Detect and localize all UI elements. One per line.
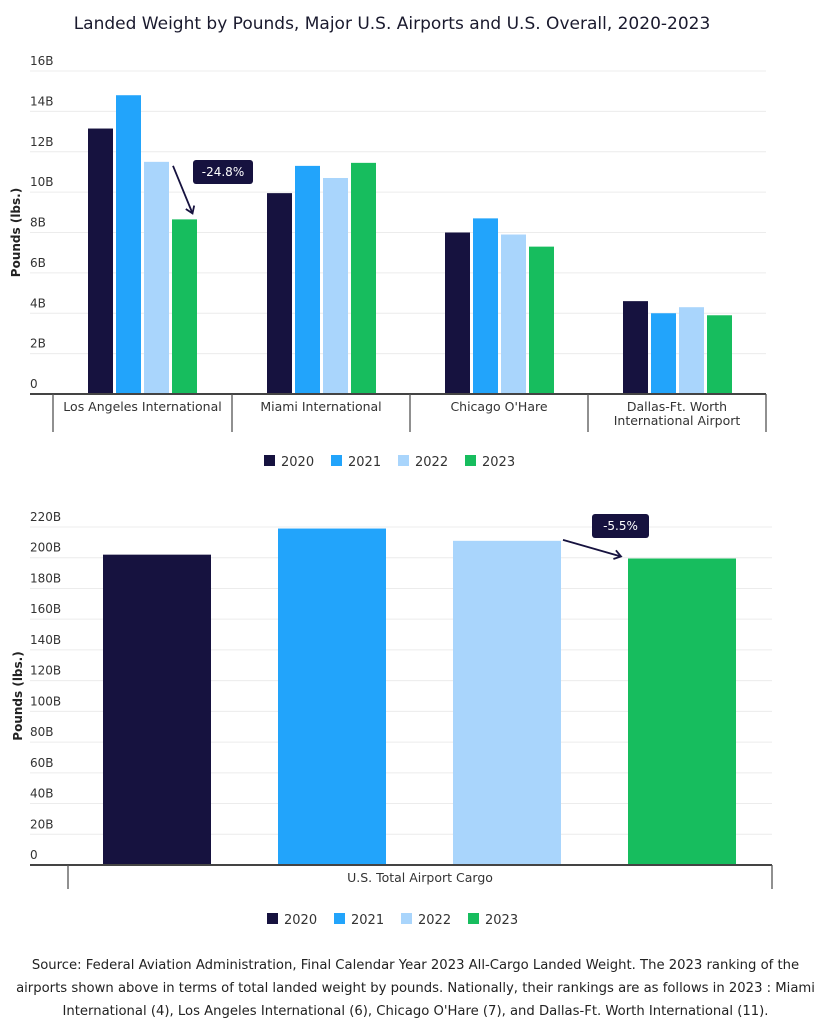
bar-2021 <box>295 165 320 394</box>
category-label: International Airport <box>614 413 741 428</box>
us-total-chart: 0 20B 40B 60B 80B 100B 120B 140B 160B 180B 200B 220… <box>11 510 773 928</box>
change-annotation: -24.8% <box>172 160 253 215</box>
legend-label-2022: 2022 <box>418 913 451 928</box>
bar-2021 <box>116 95 141 394</box>
source-line-2: airports shown above in terms of total l… <box>16 981 815 996</box>
y-tick-label: 8B <box>30 216 46 230</box>
category-label: Dallas-Ft. Worth <box>627 399 727 414</box>
legend-swatch-2021 <box>331 455 342 466</box>
arrow-icon <box>562 538 622 558</box>
chart-title: Landed Weight by Pounds, Major U.S. Airp… <box>74 14 711 34</box>
y-tick-label: 80B <box>30 725 54 739</box>
y-tick-label: 0 <box>30 377 38 391</box>
bar-2022 <box>144 161 169 394</box>
bar-2023 <box>172 219 197 394</box>
y-tick-label: 0 <box>30 848 38 862</box>
source-line-3: International (4), Los Angeles Internati… <box>62 1004 769 1019</box>
annotation-label: -24.8% <box>202 165 244 179</box>
y-tick-label: 4B <box>30 296 46 310</box>
legend-swatch-2021 <box>334 913 345 924</box>
arrow-icon <box>172 165 194 214</box>
legend: 2020 2021 2022 2023 <box>267 913 518 928</box>
legend-label-2021: 2021 <box>351 913 384 928</box>
bar-2021 <box>278 528 386 865</box>
y-tick-label: 200B <box>30 541 61 555</box>
legend-swatch-2023 <box>468 913 479 924</box>
annotation-label: -5.5% <box>603 519 638 533</box>
y-tick-label: 16B <box>30 54 54 68</box>
legend-label-2023: 2023 <box>482 455 515 470</box>
legend-label-2020: 2020 <box>284 913 317 928</box>
legend-swatch-2023 <box>465 455 476 466</box>
bar-2020 <box>88 128 113 395</box>
y-tick-label: 120B <box>30 664 61 678</box>
category-label: U.S. Total Airport Cargo <box>347 870 493 885</box>
legend-label-2020: 2020 <box>281 455 314 470</box>
legend-swatch-2022 <box>401 913 412 924</box>
bar-2022 <box>501 234 526 394</box>
y-tick-label: 140B <box>30 633 61 647</box>
y-axis-label: Pounds (lbs.) <box>9 188 23 277</box>
legend-label-2023: 2023 <box>485 913 518 928</box>
arrowhead-icon <box>185 205 196 215</box>
legend: 2020 2021 2022 2023 <box>264 455 515 470</box>
bar-2020 <box>445 232 470 394</box>
y-tick-label: 180B <box>30 571 61 585</box>
y-tick-label: 12B <box>30 135 54 149</box>
bar-2023 <box>529 246 554 394</box>
y-tick-label: 220B <box>30 510 61 524</box>
legend-label-2022: 2022 <box>415 455 448 470</box>
bar-2020 <box>267 193 292 394</box>
bar-2021 <box>651 313 676 394</box>
source-line-1: Source: Federal Aviation Administration,… <box>31 958 800 973</box>
bar-2023 <box>707 315 732 394</box>
category-label: Miami International <box>260 399 381 414</box>
annotation-box <box>592 514 649 538</box>
legend-label-2021: 2021 <box>348 455 381 470</box>
bar-2022 <box>453 540 561 865</box>
y-tick-label: 160B <box>30 602 61 616</box>
y-tick-label: 40B <box>30 787 54 801</box>
category-label: Chicago O'Hare <box>450 399 547 414</box>
source-note: Source: Federal Aviation Administration,… <box>0 954 831 1023</box>
annotation-box <box>193 160 253 184</box>
airport-chart: 0 2B 4B 6B 8B 10B 12B 14B 16B Pounds (lbs.) Los An… <box>9 54 767 470</box>
bar-2023 <box>628 558 736 865</box>
y-tick-label: 6B <box>30 256 46 270</box>
category-label: Los Angeles International <box>63 399 221 414</box>
bar-2020 <box>623 301 648 394</box>
legend-swatch-2020 <box>267 913 278 924</box>
y-axis-label: Pounds (lbs.) <box>11 651 25 740</box>
y-tick-label: 10B <box>30 175 54 189</box>
bar-2022 <box>323 177 348 394</box>
change-annotation: -5.5% <box>562 514 649 560</box>
arrowhead-icon <box>613 549 623 560</box>
y-tick-label: 20B <box>30 817 54 831</box>
y-tick-label: 14B <box>30 94 54 108</box>
bar-2022 <box>679 307 704 394</box>
y-tick-label: 60B <box>30 756 54 770</box>
bar-2023 <box>351 162 376 394</box>
y-tick-label: 2B <box>30 337 46 351</box>
legend-swatch-2020 <box>264 455 275 466</box>
y-tick-label: 100B <box>30 694 61 708</box>
bar-2020 <box>103 554 211 865</box>
legend-swatch-2022 <box>398 455 409 466</box>
bar-2021 <box>473 218 498 394</box>
